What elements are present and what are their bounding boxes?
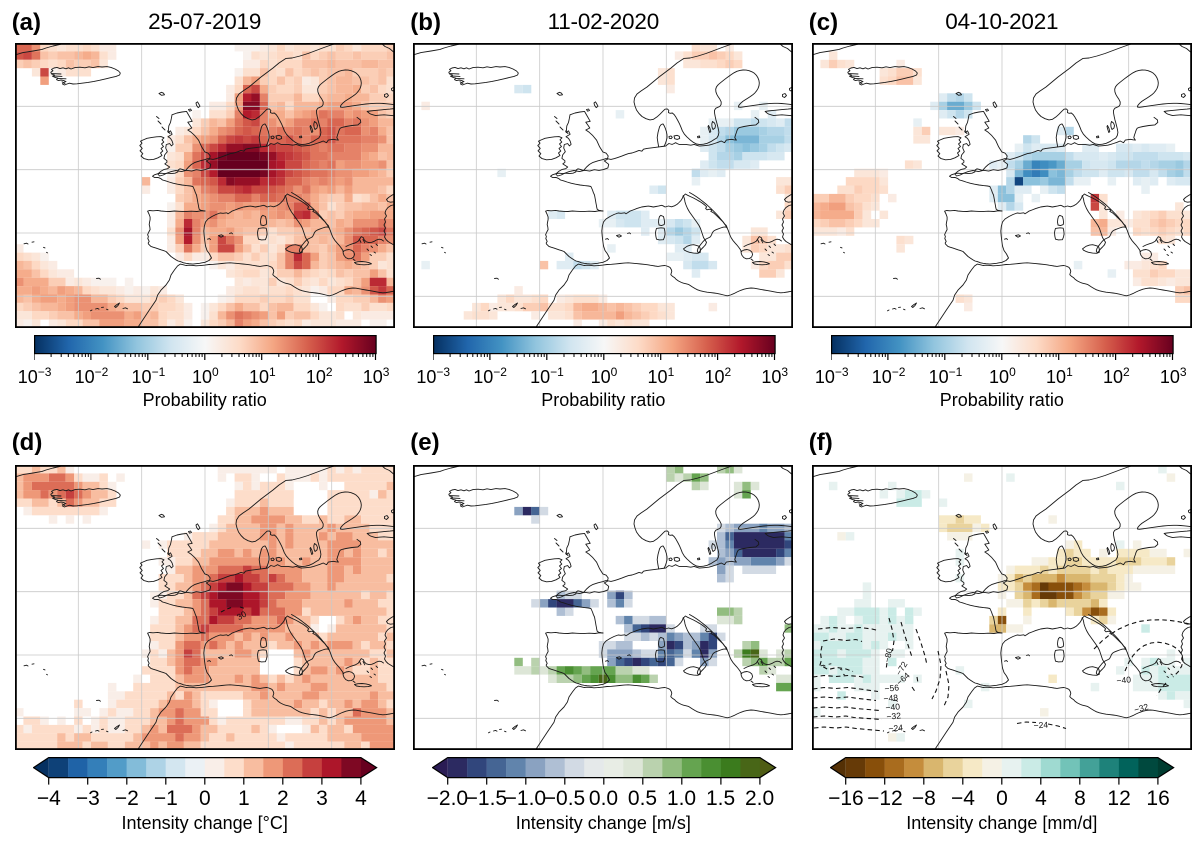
svg-text:−56: −56: [884, 683, 900, 694]
svg-text:−48: −48: [883, 693, 899, 704]
svg-text:−40: −40: [885, 702, 901, 713]
svg-text:30: 30: [235, 609, 248, 623]
svg-text:−32: −32: [886, 711, 902, 722]
svg-text:−80: −80: [881, 647, 894, 663]
svg-text:−40: −40: [1116, 675, 1132, 686]
svg-text:−32: −32: [1133, 702, 1150, 715]
svg-text:−24: −24: [888, 723, 904, 734]
svg-text:−24: −24: [1033, 720, 1048, 731]
